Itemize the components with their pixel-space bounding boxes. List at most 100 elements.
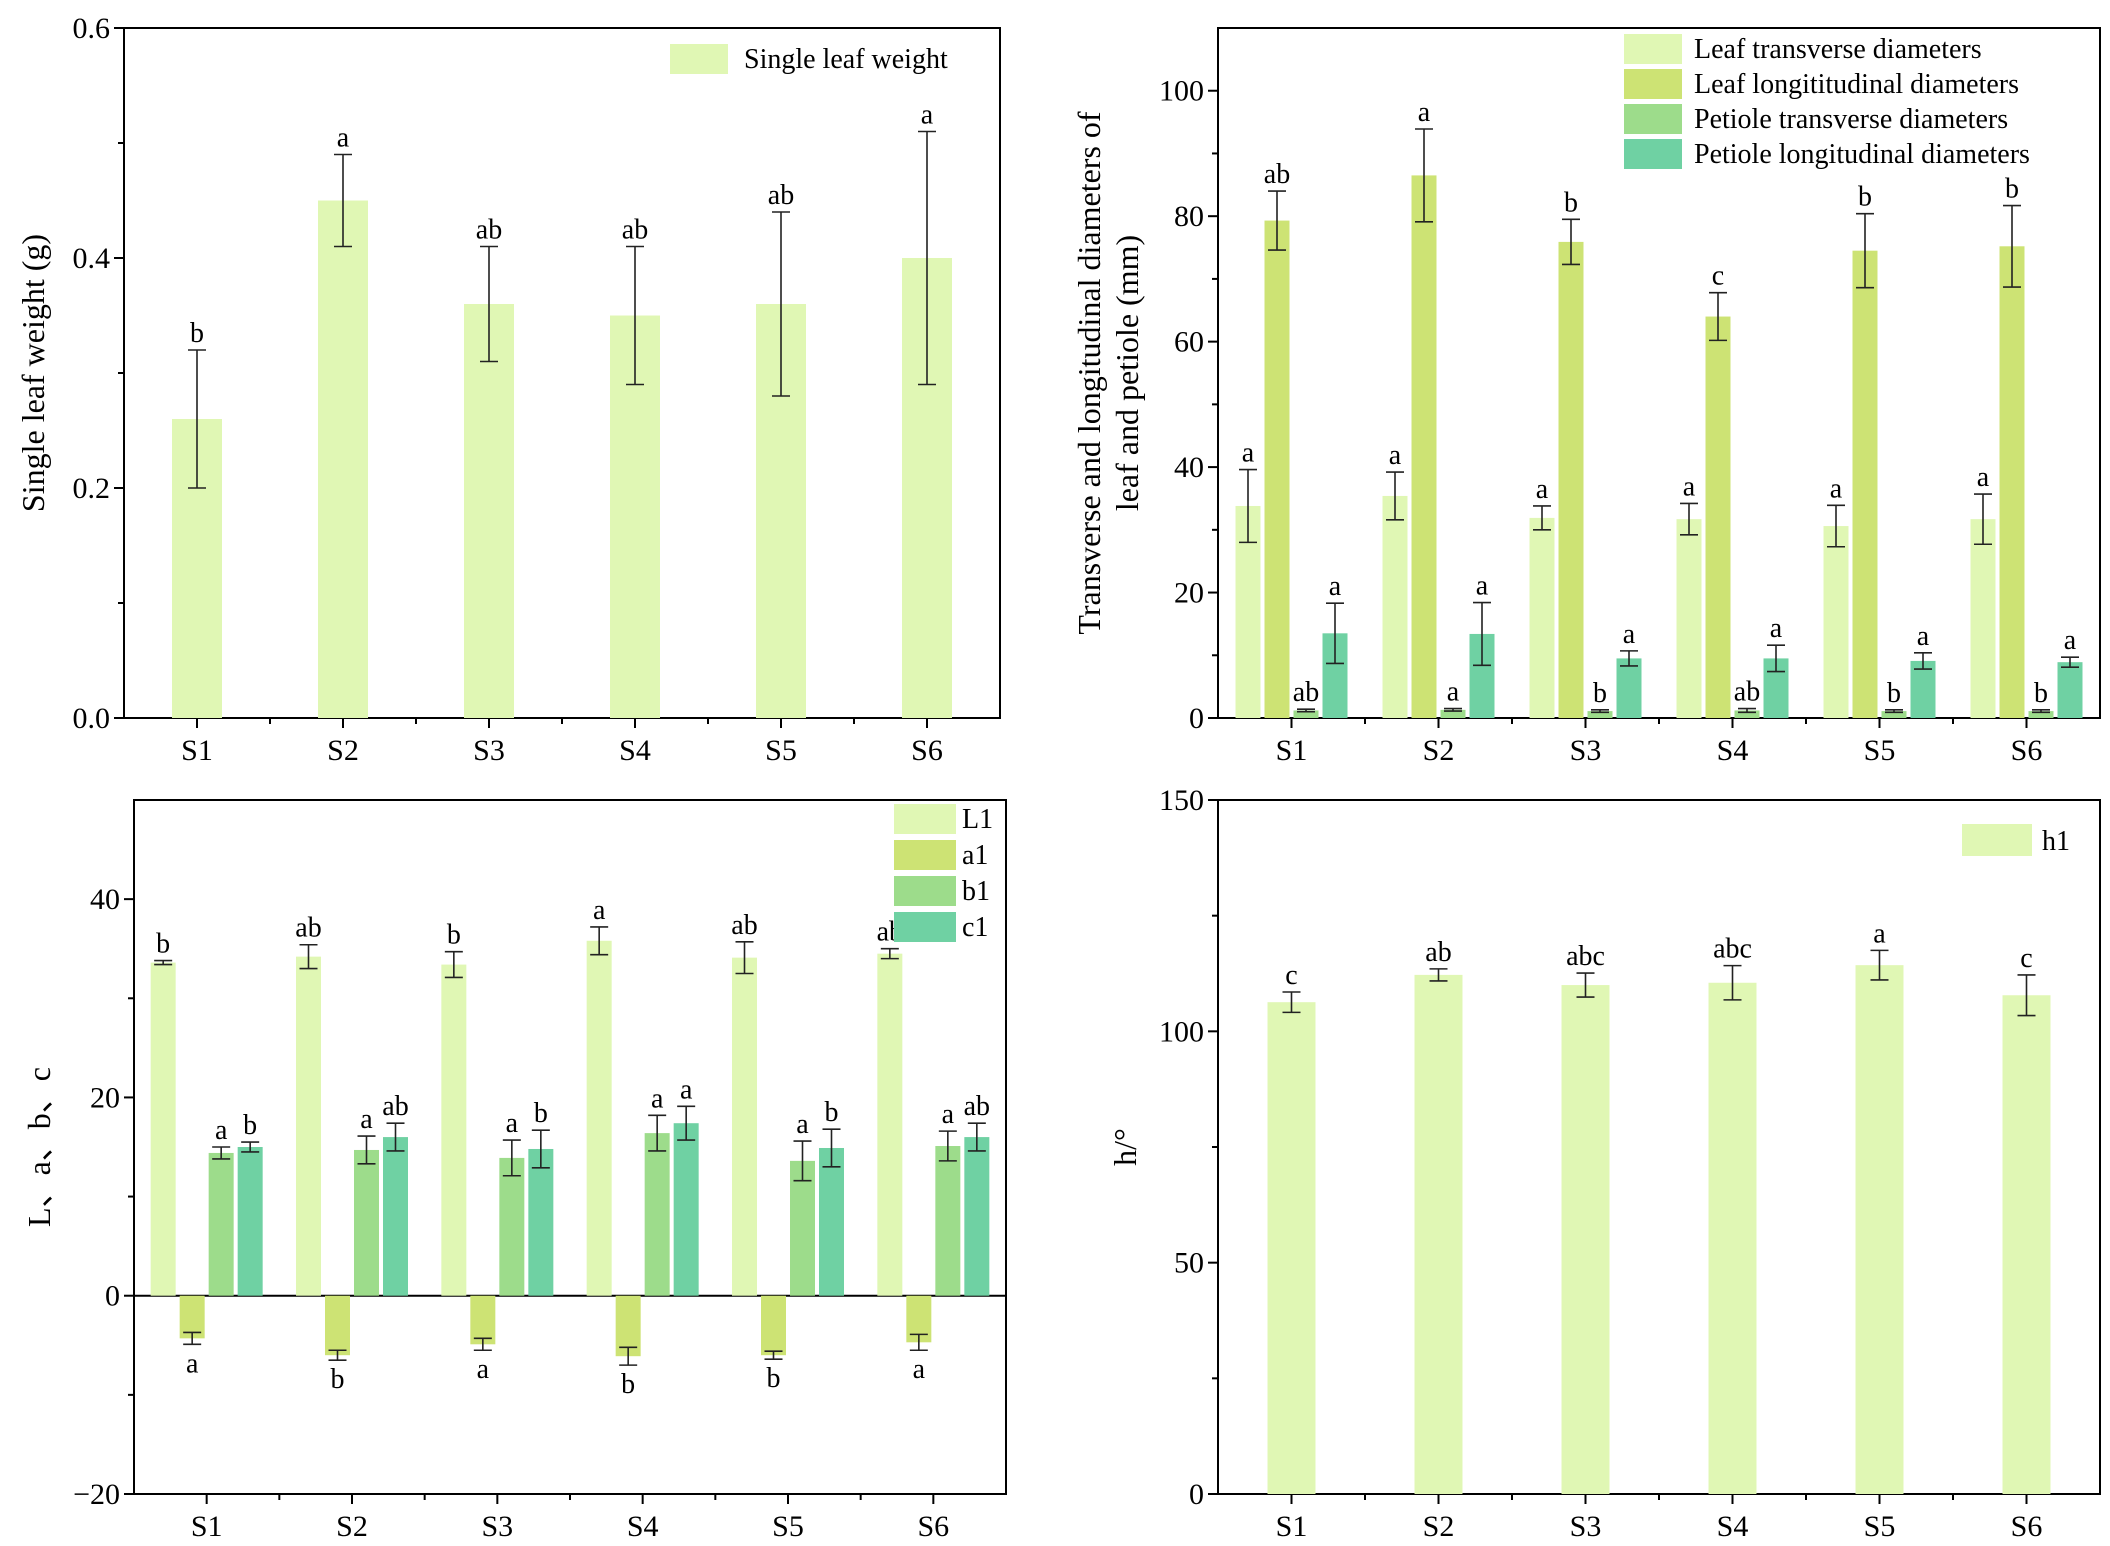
significance-label: a [337,123,350,154]
legend-swatch [670,44,728,74]
significance-label: ab [295,913,321,944]
bar-petiole-longitudinal-diameters [1616,658,1642,718]
legend-label: c1 [962,912,988,943]
significance-label: a [1418,97,1431,128]
legend-swatch [1962,824,2032,856]
bar-leaf-transverse-diameters [1970,519,1996,718]
x-tick-label: S1 [1276,734,1308,767]
y-axis-title: L、a、b、c [21,1067,57,1227]
bar-c1 [673,1123,699,1296]
x-tick-label: S3 [481,1510,513,1543]
bar-h1 [2002,995,2051,1494]
bar-petiole-longitudinal-diameters [1910,660,1936,718]
bar-petiole-transverse-diameters [1734,710,1760,718]
bar-a1 [761,1295,786,1356]
y-tick-label: 0 [105,1280,120,1313]
significance-label: a [1476,571,1489,602]
significance-label: abc [1566,941,1605,972]
significance-label: b [156,929,170,960]
significance-label: c [2020,943,2032,974]
significance-label: ab [382,1091,408,1122]
bar-l1 [877,953,903,1296]
bar-b1 [354,1149,379,1296]
y-tick-label: 150 [1159,784,1204,817]
x-tick-label: S1 [181,734,213,767]
bar-h1 [1708,982,1757,1494]
significance-label: a [1917,621,1930,652]
bar-l1 [441,964,467,1296]
significance-label: ab [731,910,757,941]
significance-label: b [447,920,461,951]
bar-leaf-transverse-diameters [1823,526,1849,718]
bar-leaf-longititudinal-diameters [1852,250,1878,718]
y-tick-label: 40 [1174,451,1204,484]
significance-label: ab [622,215,648,246]
significance-label: b [767,1363,781,1394]
x-tick-label: S5 [1864,1510,1896,1543]
chart-single-leaf-weight: 0.0 0.2 0.4 0.6 S1 S2 S3 S4 S5 S6 Single leaf weig… [15,12,1001,767]
significance-label: a [2064,625,2077,656]
x-tick-label: S5 [772,1510,804,1543]
significance-label: b [621,1369,635,1400]
significance-label: a [796,1109,809,1140]
x-tick-label: S6 [911,734,943,767]
x-tick-label: S5 [765,734,797,767]
bar-c1 [237,1147,263,1296]
x-tick-label: S4 [619,734,651,767]
bar-leaf-longititudinal-diameters [1558,241,1584,718]
x-tick-label: S2 [1423,734,1455,767]
y-axis-title: leaf and petiole (mm) [1109,235,1145,511]
significance-label: a [680,1074,693,1105]
significance-label: a [1329,571,1342,602]
significance-label: a [1873,918,1886,949]
x-tick-label: S2 [327,734,359,767]
significance-label: a [477,1354,490,1385]
significance-label: a [1770,613,1783,644]
significance-label: b [1858,182,1872,213]
plot-frame [1217,799,2101,1495]
bar-petiole-transverse-diameters [1587,711,1613,718]
y-tick-label: 100 [1159,1015,1204,1048]
legend: Single leaf weight [670,44,948,75]
legend-swatch [1624,104,1682,134]
bar-h1 [1855,965,1904,1494]
bar-petiole-longitudinal-diameters [2057,662,2083,718]
bar-leaf-longititudinal-diameters [1264,220,1290,718]
bar-l1 [150,962,176,1296]
x-tick-label: S4 [1717,734,1749,767]
legend-swatch [1624,34,1682,64]
bar-b1 [935,1146,961,1296]
bar-leaf-longititudinal-diameters [1411,175,1437,719]
bar-c1 [383,1137,408,1296]
significance-label: a [1536,474,1549,505]
bar-l1 [586,940,612,1296]
bar-petiole-transverse-diameters [2028,711,2054,718]
y-tick-label: 20 [90,1081,120,1114]
x-tick-label: S6 [917,1510,949,1543]
significance-label: a [360,1104,373,1135]
significance-label: a [913,1354,926,1385]
y-tick-label: 50 [1174,1247,1204,1280]
legend-label: h1 [2042,826,2070,857]
significance-label: a [651,1083,664,1114]
significance-label: b [1564,187,1578,218]
legend-swatch [894,912,956,942]
legend-swatch [894,804,956,834]
legend-label: b1 [962,876,990,907]
legend: h1 [1962,824,2070,857]
significance-label: a [921,100,934,131]
legend-swatch [1624,139,1682,169]
legend-swatch [1624,69,1682,99]
legend: Leaf transverse diameters Leaf longititud… [1624,34,2030,170]
bar-leaf-transverse-diameters [1529,517,1555,718]
x-tick-label: S2 [1423,1510,1455,1543]
bar-b1 [790,1160,815,1296]
significance-label: b [534,1098,548,1129]
significance-label: b [331,1364,345,1395]
bar-c1 [964,1137,990,1296]
bar-single-leaf-weight [464,304,514,718]
significance-label: ab [1734,677,1760,708]
y-tick-label: 40 [90,883,120,916]
x-tick-label: S5 [1864,734,1896,767]
